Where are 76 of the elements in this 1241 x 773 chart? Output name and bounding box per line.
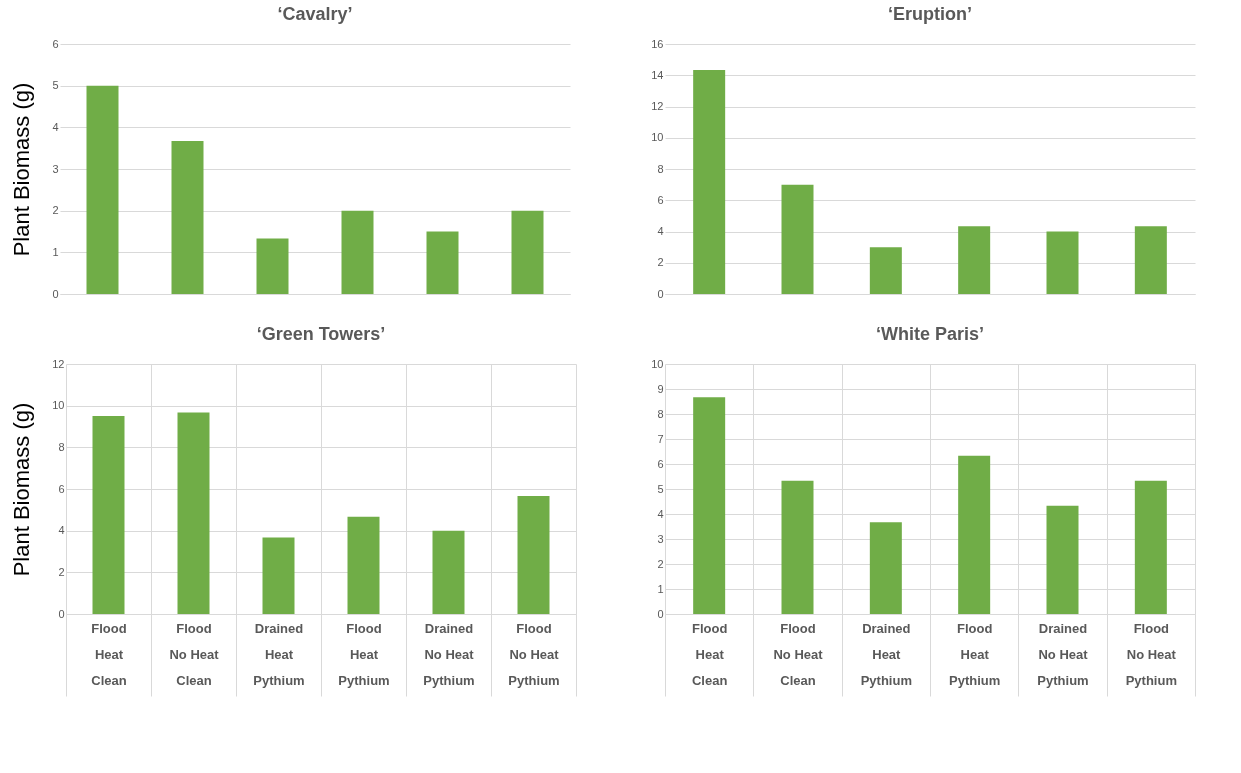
y-tick-label: 1: [52, 245, 59, 258]
x-tick-label: Flood Heat Pythium: [338, 620, 390, 688]
y-tick-label: 4: [657, 225, 664, 237]
y-tick-label: 14: [651, 68, 664, 81]
x-tick-label: Flood No Heat Pythium: [508, 620, 560, 688]
x-tick-label: Drained Heat Pythium: [860, 620, 912, 688]
bar: [347, 516, 380, 614]
x-tick-label: Drained No Heat Pythium: [1037, 620, 1089, 688]
y-tick-label: 5: [657, 482, 664, 495]
y-tick-label: 9: [657, 382, 664, 395]
y-tick-label: 4: [58, 524, 65, 537]
y-tick-label: 1: [657, 582, 664, 595]
x-tick-label: Flood Heat Clean: [691, 620, 728, 688]
bar: [693, 397, 726, 614]
x-tick-label: Flood Heat Clean: [91, 620, 127, 688]
bar: [781, 184, 814, 294]
bar: [262, 537, 295, 614]
chart-title: ‘Cavalry’: [277, 4, 353, 24]
x-tick-label: Flood No Heat Clean: [773, 620, 824, 688]
bar: [256, 238, 289, 294]
bar: [92, 416, 125, 614]
y-tick-label: 2: [52, 204, 59, 217]
x-tick-label: Drained Heat Pythium: [253, 620, 305, 688]
bar: [1134, 480, 1167, 614]
bar: [958, 455, 991, 614]
bar: [869, 247, 902, 294]
bar: [781, 480, 814, 614]
y-tick-label: 2: [657, 256, 664, 269]
bar: [426, 231, 459, 294]
bar: [177, 412, 210, 614]
bar: [869, 522, 902, 614]
y-tick-label: 0: [657, 287, 664, 300]
bar: [517, 495, 550, 614]
x-tick-label: Flood Heat Pythium: [949, 620, 1001, 688]
chart-title: ‘Eruption’: [888, 4, 972, 24]
y-tick-label: 8: [657, 407, 664, 420]
y-tick-label: 5: [52, 79, 59, 92]
bar: [341, 210, 374, 294]
bar: [511, 210, 544, 294]
y-tick-label: 10: [52, 399, 65, 412]
y-tick-label: 12: [651, 100, 664, 112]
y-tick-label: 6: [657, 457, 664, 470]
y-tick-label: 0: [58, 607, 65, 620]
bar: [1134, 226, 1167, 294]
bar: [1046, 231, 1079, 294]
y-tick-label: 16: [651, 37, 664, 50]
y-tick-label: 6: [52, 37, 59, 50]
y-tick-label: 4: [657, 507, 664, 520]
y-tick-label: 3: [52, 162, 59, 175]
y-tick-label: 6: [58, 482, 65, 495]
bar: [958, 226, 991, 294]
y-tick-label: 4: [52, 120, 59, 133]
y-tick-label: 0: [657, 607, 664, 620]
y-tick-label: 6: [657, 193, 664, 206]
y-axis-title: Plant Biomass (g): [9, 402, 35, 577]
bar: [171, 141, 204, 294]
y-tick-label: 0: [52, 287, 59, 300]
y-tick-label: 7: [657, 432, 664, 445]
bar: [693, 70, 726, 294]
y-tick-label: 10: [651, 131, 664, 144]
y-tick-label: 12: [52, 357, 65, 370]
x-tick-label: Flood No Heat Pythium: [1125, 620, 1177, 688]
y-tick-label: 3: [657, 532, 664, 545]
y-tick-label: 2: [58, 565, 65, 578]
bar: [432, 530, 465, 614]
y-tick-label: 2: [657, 557, 664, 570]
y-tick-label: 8: [58, 440, 65, 453]
y-axis-title: Plant Biomass (g): [9, 82, 35, 257]
chart-title: ‘White Paris’: [875, 324, 985, 344]
x-tick-label: Drained No Heat Pythium: [423, 620, 475, 688]
y-tick-label: 10: [651, 357, 664, 370]
bar: [86, 85, 119, 294]
x-tick-label: Flood No Heat Clean: [169, 620, 220, 688]
bar: [1046, 505, 1079, 614]
y-tick-label: 8: [657, 162, 664, 175]
chart-title: ‘Green Towers’: [256, 324, 386, 344]
